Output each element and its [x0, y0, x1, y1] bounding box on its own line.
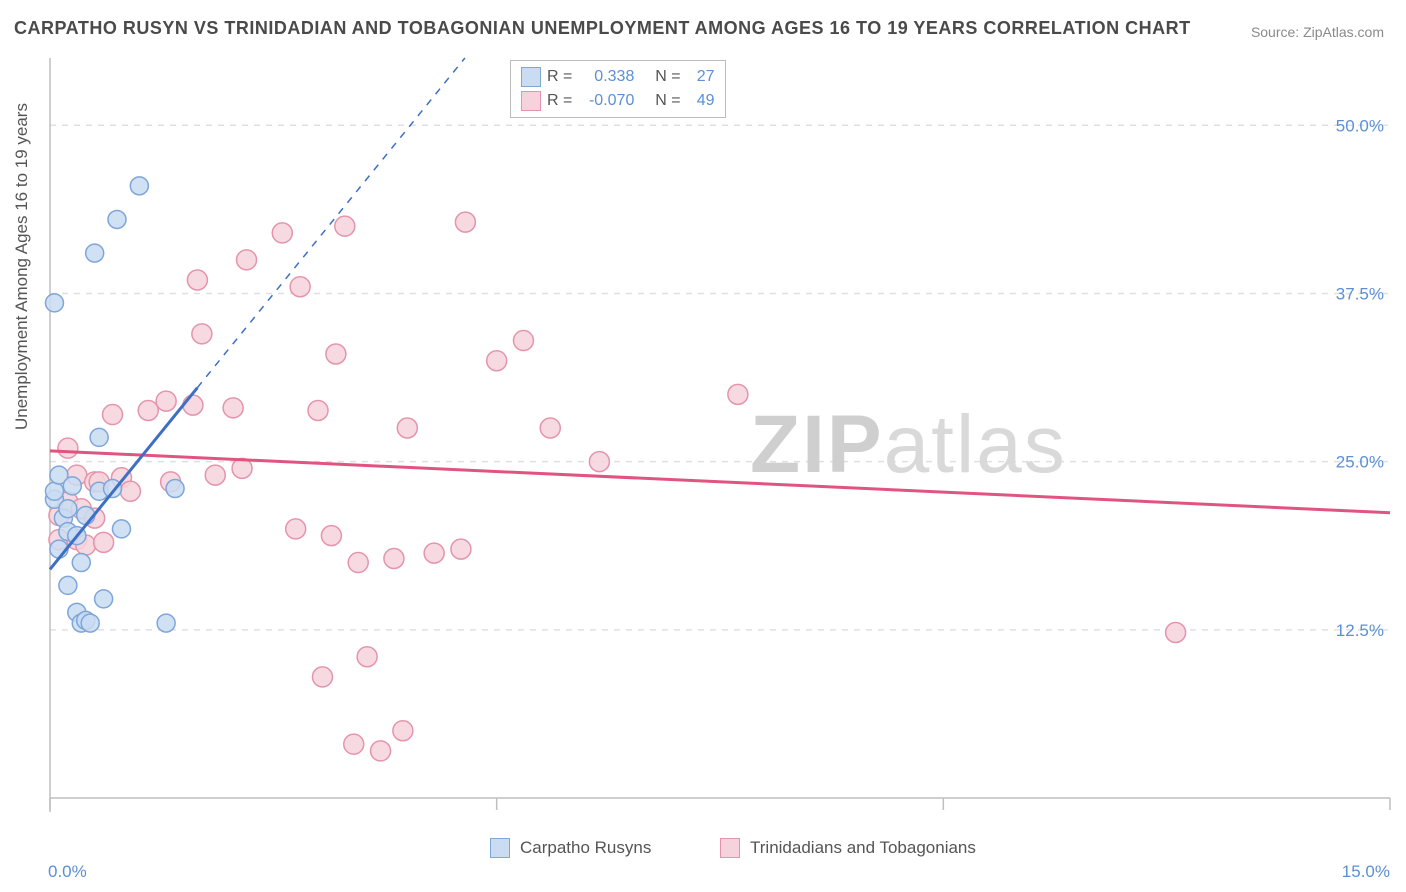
swatch-a-icon — [521, 67, 541, 87]
x-tick-right: 15.0% — [1342, 862, 1390, 882]
series-legend-b: Trinidadians and Tobagonians — [720, 838, 976, 858]
chart-title: CARPATHO RUSYN VS TRINIDADIAN AND TOBAGO… — [14, 18, 1191, 39]
swatch-a-icon — [490, 838, 510, 858]
y-axis-label: Unemployment Among Ages 16 to 19 years — [12, 103, 32, 430]
plot-area: 12.5%25.0%37.5%50.0% ZIPatlas R = 0.338 … — [50, 58, 1390, 828]
stats-row-a: R = 0.338 N = 27 — [521, 65, 715, 89]
svg-text:50.0%: 50.0% — [1336, 116, 1384, 135]
swatch-b-icon — [720, 838, 740, 858]
stats-row-b: R = -0.070 N = 49 — [521, 89, 715, 113]
stats-legend: R = 0.338 N = 27 R = -0.070 N = 49 — [510, 60, 726, 118]
svg-text:25.0%: 25.0% — [1336, 453, 1384, 472]
source-attribution: Source: ZipAtlas.com — [1251, 24, 1384, 40]
swatch-b-icon — [521, 91, 541, 111]
svg-text:12.5%: 12.5% — [1336, 621, 1384, 640]
series-legend-a: Carpatho Rusyns — [490, 838, 651, 858]
svg-text:37.5%: 37.5% — [1336, 284, 1384, 303]
scatter-svg: 12.5% 25.0% 37.5% 50.0% — [50, 58, 1390, 858]
x-tick-left: 0.0% — [48, 862, 87, 882]
